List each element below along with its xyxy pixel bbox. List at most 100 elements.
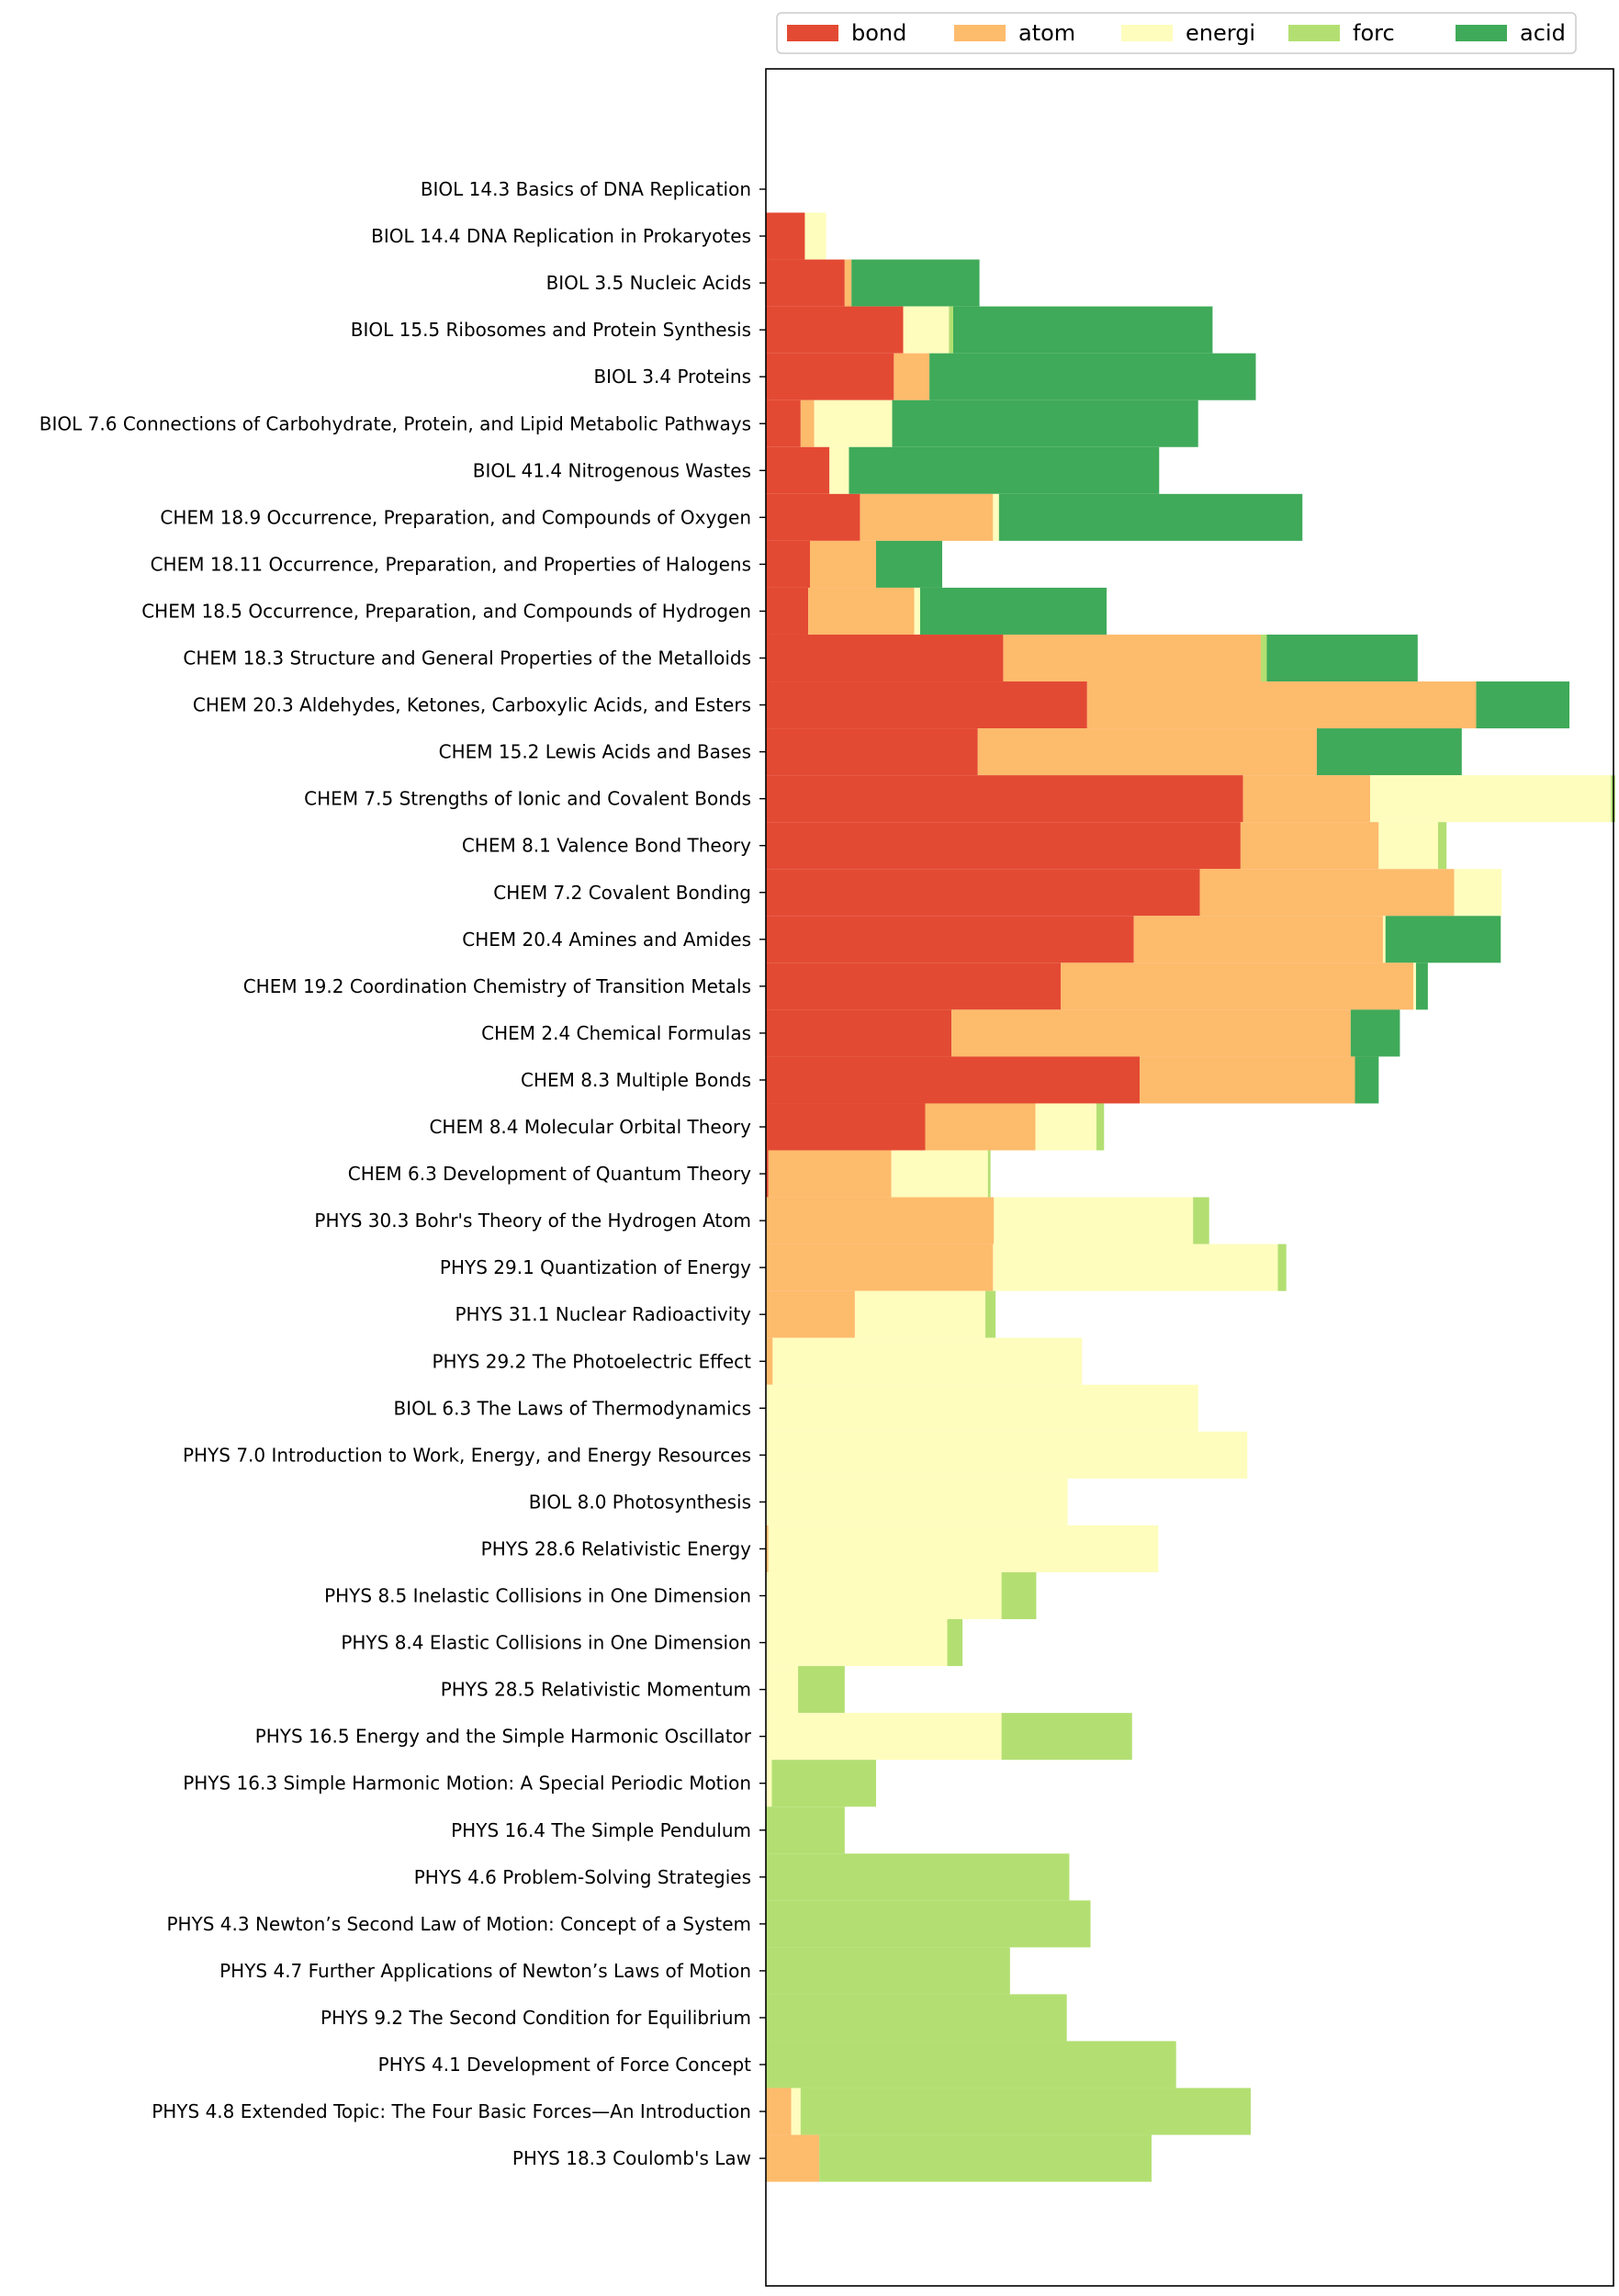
bar-bond-2 xyxy=(766,259,845,307)
bar-atom-5 xyxy=(800,400,815,447)
y-tick-label: PHYS 29.1 Quantization of Energy xyxy=(440,1256,751,1278)
legend-label-atom: atom xyxy=(1018,20,1075,46)
legend-label-energi: energi xyxy=(1186,20,1255,46)
bar-bond-14 xyxy=(766,822,1241,870)
bar-energi-28 xyxy=(766,1478,1068,1525)
bar-forc-3 xyxy=(949,306,953,354)
y-axis-ticks xyxy=(759,188,766,2159)
bar-bond-17 xyxy=(766,962,1062,1010)
legend-label-acid: acid xyxy=(1520,20,1566,46)
legend-swatch-energi xyxy=(1121,25,1173,41)
legend-frame xyxy=(776,12,1577,54)
bar-acid-6 xyxy=(849,446,1160,494)
bar-energi-6 xyxy=(829,446,849,494)
bar-forc-41 xyxy=(800,2088,1251,2135)
y-tick-label: PHYS 8.5 Inelastic Collisions in One Dim… xyxy=(324,1585,751,1607)
bar-atom-24 xyxy=(766,1290,855,1338)
bar-forc-23 xyxy=(1277,1244,1287,1291)
bar-bond-16 xyxy=(766,916,1134,963)
y-tick-label: CHEM 6.3 Development of Quantum Theory xyxy=(348,1163,751,1185)
y-tick-label: CHEM 19.2 Coordination Chemistry of Tran… xyxy=(243,975,751,997)
bar-acid-8 xyxy=(875,540,942,588)
bar-energi-9 xyxy=(914,587,920,635)
bar-bond-6 xyxy=(766,446,830,494)
bar-forc-21 xyxy=(987,1150,991,1198)
bar-acid-7 xyxy=(998,493,1303,541)
bar-atom-7 xyxy=(860,493,994,541)
bar-atom-23 xyxy=(766,1244,994,1291)
bar-atom-21 xyxy=(768,1150,892,1198)
y-tick-label: CHEM 7.5 Strengths of Ionic and Covalent… xyxy=(304,788,751,810)
y-tick-label: PHYS 4.7 Further Applications of Newton’… xyxy=(219,1960,751,1982)
bar-energi-30 xyxy=(766,1571,1002,1620)
bar-acid-4 xyxy=(929,353,1256,400)
y-tick-label: PHYS 8.4 Elastic Collisions in One Dimen… xyxy=(341,1632,751,1654)
bar-bond-7 xyxy=(766,493,860,541)
bar-energi-1 xyxy=(804,212,826,260)
bar-energi-20 xyxy=(1035,1103,1096,1151)
legend: bond atom energi forc acid xyxy=(776,12,1577,54)
bar-energi-24 xyxy=(854,1290,986,1338)
bar-forc-20 xyxy=(1096,1103,1105,1151)
bar-forc-31 xyxy=(947,1619,963,1667)
bar-atom-20 xyxy=(925,1103,1036,1151)
bar-forc-35 xyxy=(766,1806,845,1854)
y-tick-label: PHYS 4.6 Problem-Solving Strategies xyxy=(414,1866,751,1888)
bar-atom-4 xyxy=(894,353,930,400)
bar-forc-34 xyxy=(771,1760,876,1807)
bar-atom-16 xyxy=(1133,916,1383,963)
y-tick-label: PHYS 28.5 Relativistic Momentum xyxy=(441,1679,751,1701)
bar-forc-36 xyxy=(766,1853,1070,1901)
bar-bond-10 xyxy=(766,634,1004,682)
bar-forc-10 xyxy=(1261,634,1267,682)
bar-energi-33 xyxy=(766,1713,1002,1761)
bar-forc-38 xyxy=(766,1947,1010,1995)
bar-forc-30 xyxy=(1001,1571,1037,1620)
y-tick-label: CHEM 18.11 Occurrence, Preparation, and … xyxy=(151,553,751,575)
bar-bond-19 xyxy=(766,1056,1141,1104)
bar-bond-13 xyxy=(766,775,1243,823)
bar-energi-25 xyxy=(772,1337,1083,1385)
bar-acid-2 xyxy=(851,259,980,307)
bar-atom-13 xyxy=(1242,775,1371,823)
bar-bond-15 xyxy=(766,869,1200,917)
y-tick-label: CHEM 15.2 Lewis Acids and Bases xyxy=(439,741,751,763)
y-tick-label: PHYS 31.1 Nuclear Radioactivity xyxy=(455,1303,751,1325)
bar-energi-5 xyxy=(814,400,893,447)
bar-energi-22 xyxy=(994,1197,1194,1244)
y-tick-label: BIOL 3.5 Nucleic Acids xyxy=(546,272,751,294)
bar-forc-37 xyxy=(766,1900,1091,1948)
y-tick-label: CHEM 7.2 Covalent Bonding xyxy=(493,882,751,904)
bar-energi-3 xyxy=(903,306,950,354)
bar-bond-18 xyxy=(766,1009,952,1057)
bar-atom-14 xyxy=(1240,822,1379,870)
bar-acid-12 xyxy=(1316,728,1462,776)
y-tick-label: BIOL 7.6 Connections of Carbohydrate, Pr… xyxy=(39,412,751,434)
y-tick-label: CHEM 18.9 Occurrence, Preparation, and C… xyxy=(160,506,751,528)
bar-atom-19 xyxy=(1140,1056,1355,1104)
bar-energi-34 xyxy=(766,1760,772,1807)
bar-atom-12 xyxy=(977,728,1317,776)
legend-label-forc: forc xyxy=(1353,20,1395,46)
legend-swatch-acid xyxy=(1456,25,1507,41)
bar-bond-3 xyxy=(766,306,904,354)
bar-bond-1 xyxy=(766,212,805,260)
bar-acid-16 xyxy=(1385,916,1501,963)
bar-atom-18 xyxy=(951,1009,1351,1057)
bar-forc-32 xyxy=(798,1666,845,1714)
bar-atom-25 xyxy=(766,1337,773,1385)
y-tick-label: BIOL 15.5 Ribosomes and Protein Synthesi… xyxy=(351,319,751,341)
bar-bond-5 xyxy=(766,400,801,447)
bar-acid-10 xyxy=(1266,634,1418,682)
bar-energi-17 xyxy=(1413,962,1416,1010)
bar-energi-41 xyxy=(791,2088,801,2135)
bar-energi-14 xyxy=(1378,822,1438,870)
y-tick-label: CHEM 18.3 Structure and General Properti… xyxy=(183,647,751,670)
y-tick-label: PHYS 18.3 Coulomb's Law xyxy=(512,2147,751,2169)
bar-bond-11 xyxy=(766,681,1087,729)
y-tick-label: BIOL 14.4 DNA Replication in Prokaryotes xyxy=(371,225,751,247)
legend-swatch-forc xyxy=(1288,25,1340,41)
bar-energi-27 xyxy=(766,1431,1248,1479)
bar-atom-42 xyxy=(766,2134,820,2182)
y-tick-label: CHEM 20.4 Amines and Amides xyxy=(462,929,751,951)
